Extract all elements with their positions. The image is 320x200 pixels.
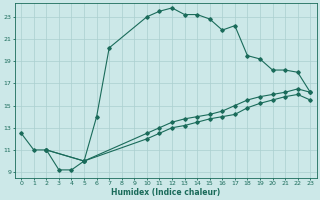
X-axis label: Humidex (Indice chaleur): Humidex (Indice chaleur) [111, 188, 220, 197]
